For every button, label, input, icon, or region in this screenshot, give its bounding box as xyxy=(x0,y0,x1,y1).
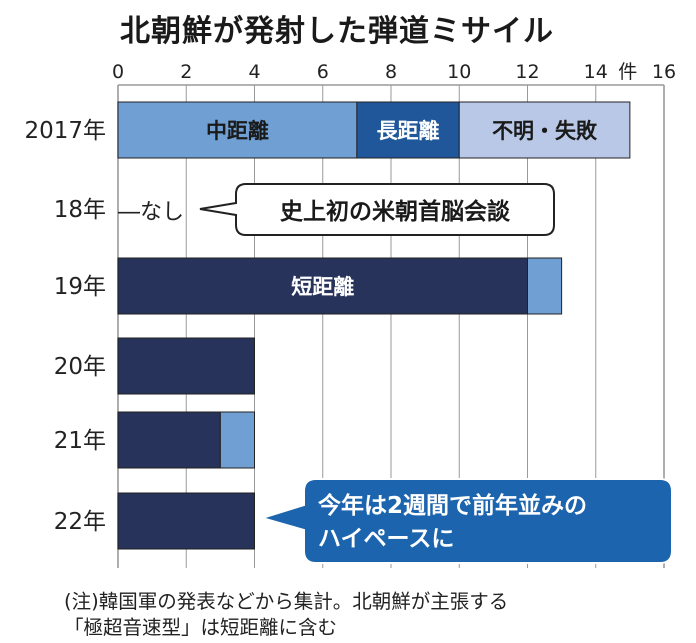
x-tick-label-2: 2 xyxy=(180,61,192,83)
callout-2018-text: 史上初の米朝首脳会談 xyxy=(280,198,511,225)
x-unit-label: 件 xyxy=(618,61,637,83)
segment-label: 短距離 xyxy=(291,275,354,299)
annotations: ―なし 史上初の米朝首脳会談 今年は2週間で前年並みの ハイペースに xyxy=(118,183,673,564)
bar-segment xyxy=(356,101,460,159)
x-tick-label-4: 4 xyxy=(248,61,260,83)
x-axis-ticks: 0 2 4 6 8 10 12 14 16 件 xyxy=(112,61,676,83)
category-label: 19年 xyxy=(54,274,106,300)
footnote-line-1: (注)韓国軍の発表などから集計。北朝鮮が主張する xyxy=(64,590,509,613)
x-tick-label-12: 12 xyxy=(515,61,539,83)
category-label: 2017年 xyxy=(24,118,106,144)
segment-label: 中距離 xyxy=(206,119,269,143)
callout-2018-bubble xyxy=(199,183,555,236)
x-tick-label-8: 8 xyxy=(385,61,397,83)
footnote-line-2: 「極超音速型」は短距離に含む xyxy=(64,616,338,639)
callout-2022-text-line2: ハイペースに xyxy=(318,526,454,552)
callout-2022-text-line1: 今年は2週間で前年並みの xyxy=(318,492,587,519)
bar-segment xyxy=(117,257,528,315)
category-label: 18年 xyxy=(54,197,106,223)
bar-segment xyxy=(117,337,255,395)
bar-segment xyxy=(527,257,563,315)
bar-segment xyxy=(117,492,255,550)
x-tick-label-6: 6 xyxy=(317,61,329,83)
bar-segment xyxy=(458,101,631,159)
bar-chart: 0 2 4 6 8 10 12 14 16 件 2017年 18年 19年 20年 21年 22年 中距離 長… xyxy=(24,61,676,568)
x-tick-label-0: 0 xyxy=(112,61,124,83)
category-label: 22年 xyxy=(54,509,106,535)
category-label: 20年 xyxy=(54,354,106,380)
bar-segment xyxy=(117,411,221,469)
category-label: 21年 xyxy=(54,428,106,454)
segment-label: 不明・失敗 xyxy=(492,119,598,143)
x-tick-label-10: 10 xyxy=(447,61,471,83)
none-label: ―なし xyxy=(118,200,184,225)
x-tick-label-14: 14 xyxy=(584,61,608,83)
bar-segment xyxy=(117,101,358,159)
callout-2022-bubble xyxy=(258,478,673,564)
category-labels: 2017年 18年 19年 20年 21年 22年 xyxy=(24,118,106,535)
chart-title: 北朝鮮が発射した弾道ミサイル xyxy=(120,14,554,49)
bar-segment xyxy=(219,411,255,469)
segment-label: 長距離 xyxy=(377,119,440,143)
bars xyxy=(117,101,631,550)
x-tick-label-16: 16 xyxy=(652,61,676,83)
